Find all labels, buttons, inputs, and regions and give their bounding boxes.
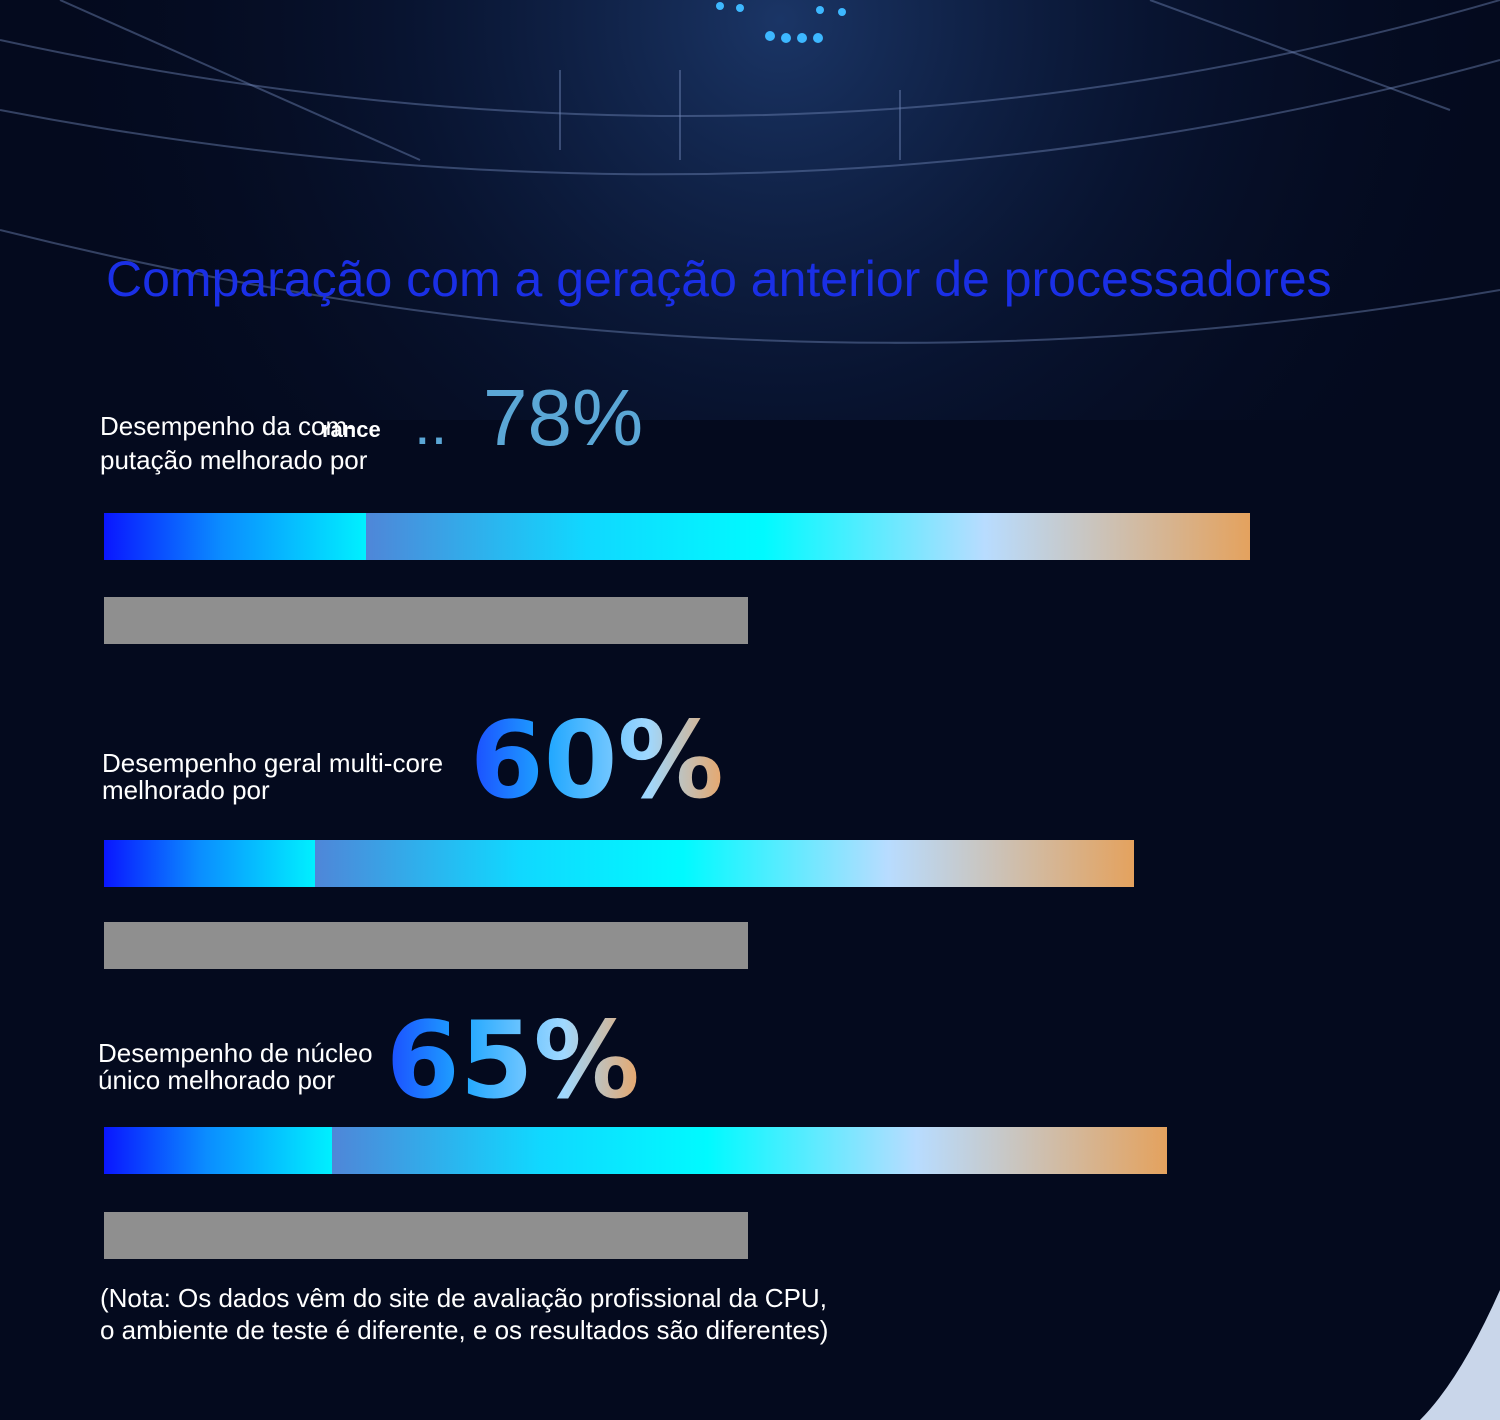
bar-new-segment-a bbox=[104, 840, 315, 887]
group-label-computation: Desempenho da com- putação melhorado por bbox=[100, 411, 368, 475]
bar-new-segment-b bbox=[332, 1127, 1167, 1174]
footnote: (Nota: Os dados vêm do site de avaliação… bbox=[100, 1283, 829, 1346]
bar-new-segment-a bbox=[104, 513, 366, 560]
bar-new-multicore bbox=[104, 840, 1134, 887]
percent-prefix: .. bbox=[414, 390, 448, 457]
bar-new-segment-b bbox=[315, 840, 1134, 887]
percent-label-computation: 78% bbox=[483, 373, 644, 462]
percent-label-multicore: 60% bbox=[470, 699, 724, 822]
bar-new-singlecore bbox=[104, 1127, 1167, 1174]
bar-new-segment-b bbox=[366, 513, 1250, 560]
chart-title: Comparação com a geração anterior de pro… bbox=[106, 251, 1332, 307]
bar-new-segment-a bbox=[104, 1127, 332, 1174]
overlay-text: rance bbox=[322, 417, 381, 442]
bar-new-computation bbox=[104, 513, 1250, 560]
bar-previous-singlecore bbox=[104, 1212, 748, 1259]
percent-label-singlecore: 65% bbox=[386, 999, 640, 1122]
group-label-singlecore: Desempenho de núcleo único melhorado por bbox=[98, 1038, 373, 1096]
bar-previous-computation bbox=[104, 597, 748, 644]
group-label-multicore: Desempenho geral multi-core melhorado po… bbox=[102, 748, 444, 806]
bar-previous-multicore bbox=[104, 922, 748, 969]
